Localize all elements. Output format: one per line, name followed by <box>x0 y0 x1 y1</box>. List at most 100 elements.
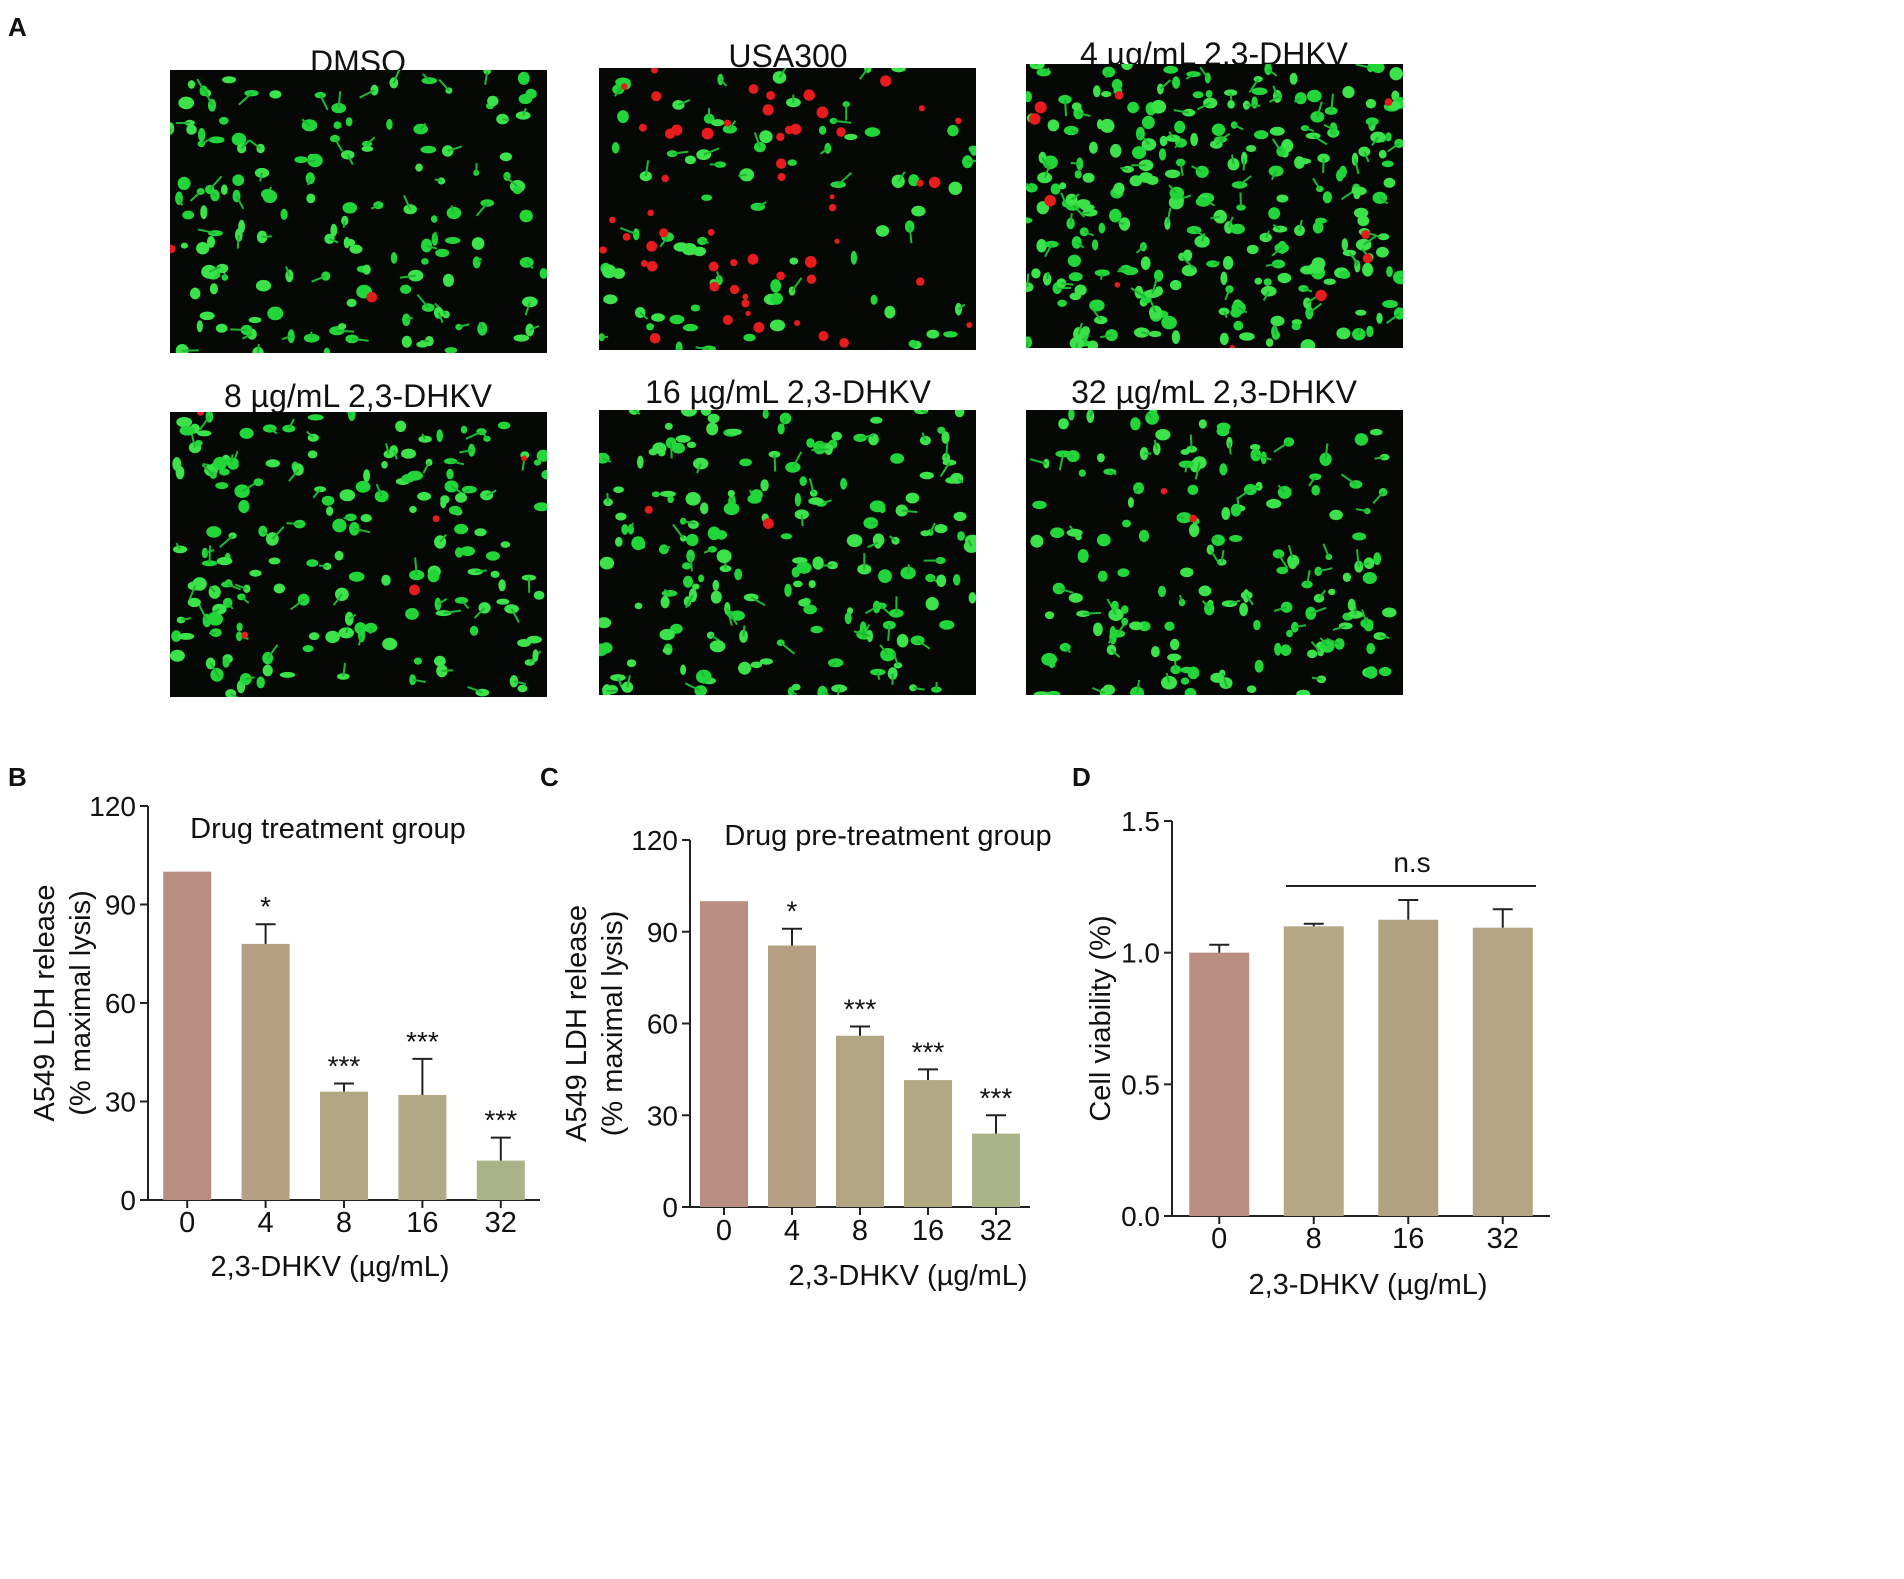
cell-process <box>1092 687 1105 694</box>
y-tick-label: 60 <box>105 988 136 1019</box>
x-axis-label: 2,3-DHKV (µg/mL) <box>788 1260 1027 1292</box>
green-cell <box>686 533 699 547</box>
green-cell <box>888 608 904 618</box>
green-cell <box>799 476 807 487</box>
bar <box>1378 919 1439 1216</box>
cell-process <box>1360 562 1370 566</box>
cell-process <box>230 328 247 331</box>
green-cell <box>338 323 347 330</box>
image-label-16: 16 µg/mL 2,3-DHKV <box>645 374 931 410</box>
green-cell <box>613 486 624 493</box>
chart-title: Drug treatment group <box>190 813 466 845</box>
green-cell <box>1211 123 1226 136</box>
green-cell <box>1108 608 1124 621</box>
green-cell <box>1073 327 1085 342</box>
cell-process <box>1168 131 1175 139</box>
green-cell <box>1068 593 1083 603</box>
red-cell <box>1229 344 1236 348</box>
cell-process <box>1308 476 1317 487</box>
green-cell <box>390 252 398 264</box>
cell-process <box>198 415 211 431</box>
cell-process <box>1185 73 1195 80</box>
cell-process <box>639 311 649 320</box>
green-cell <box>1142 115 1155 129</box>
green-cell <box>348 571 365 582</box>
cell-process <box>240 596 250 604</box>
cell-process <box>1070 129 1078 134</box>
green-cell <box>255 279 272 292</box>
cell-process <box>1120 166 1129 171</box>
green-cell <box>1342 86 1355 99</box>
green-cell <box>1121 605 1129 614</box>
green-cell <box>784 583 792 597</box>
green-cell <box>175 465 185 480</box>
green-cell <box>651 313 665 322</box>
cell-process <box>791 277 803 292</box>
green-cell <box>701 194 713 201</box>
green-cell <box>209 283 218 295</box>
red-cell <box>649 333 661 344</box>
green-cell <box>187 597 201 608</box>
green-cell <box>1180 567 1194 578</box>
cell-process <box>1239 192 1242 208</box>
red-cell <box>916 277 925 286</box>
green-cell <box>1357 215 1370 227</box>
green-cell <box>1381 160 1394 168</box>
cell-process <box>917 639 931 650</box>
cell-process <box>1310 606 1327 615</box>
cell-process <box>1363 151 1370 163</box>
cell-process <box>208 631 217 635</box>
cell-process <box>285 266 291 277</box>
cell-process <box>1311 676 1322 681</box>
green-cell <box>321 495 335 506</box>
green-cell <box>416 341 429 348</box>
cell-process <box>1245 594 1254 606</box>
green-cell <box>262 189 278 203</box>
green-cell <box>171 630 182 642</box>
x-tick-label: 32 <box>980 1215 1012 1247</box>
green-cell <box>360 514 372 523</box>
cell-process <box>629 522 634 530</box>
green-cell <box>1224 89 1238 96</box>
green-cell <box>434 655 446 667</box>
cell-process <box>1293 97 1302 103</box>
cell-process <box>1242 158 1246 171</box>
green-cell <box>646 323 654 331</box>
green-cell <box>409 505 417 514</box>
cell-process <box>1277 553 1289 569</box>
cell-process <box>307 178 312 186</box>
cell-process <box>808 478 815 494</box>
green-cell <box>669 314 685 325</box>
cell-process <box>1069 213 1073 224</box>
cell-process <box>822 691 829 695</box>
green-cell <box>232 174 245 186</box>
green-cell <box>1246 685 1257 693</box>
green-cell <box>1129 175 1143 187</box>
green-cell <box>1365 98 1376 109</box>
green-cell <box>1138 529 1150 543</box>
green-cell <box>256 676 265 689</box>
red-cell <box>647 261 658 272</box>
green-cell <box>1089 141 1098 154</box>
green-cell <box>1076 199 1091 207</box>
cell-process <box>240 139 251 150</box>
green-cell <box>908 339 918 348</box>
cell-process <box>1168 184 1178 194</box>
green-cell <box>244 90 259 97</box>
red-cell <box>834 238 840 244</box>
green-cell <box>1270 315 1285 327</box>
green-cell <box>420 145 437 154</box>
green-cell <box>1246 145 1257 152</box>
cell-process <box>1386 312 1401 325</box>
green-cell <box>1312 221 1324 234</box>
cell-process <box>443 609 462 615</box>
green-cell <box>1036 239 1047 253</box>
green-cell <box>900 566 916 580</box>
cell-process <box>1229 92 1233 100</box>
green-cell <box>444 347 458 353</box>
green-cell <box>1055 450 1071 458</box>
x-axis-label: 2,3-DHKV (µg/mL) <box>1248 1269 1487 1301</box>
cell-process <box>1046 271 1050 280</box>
red-cell <box>763 518 774 529</box>
cell-process <box>1071 193 1080 201</box>
